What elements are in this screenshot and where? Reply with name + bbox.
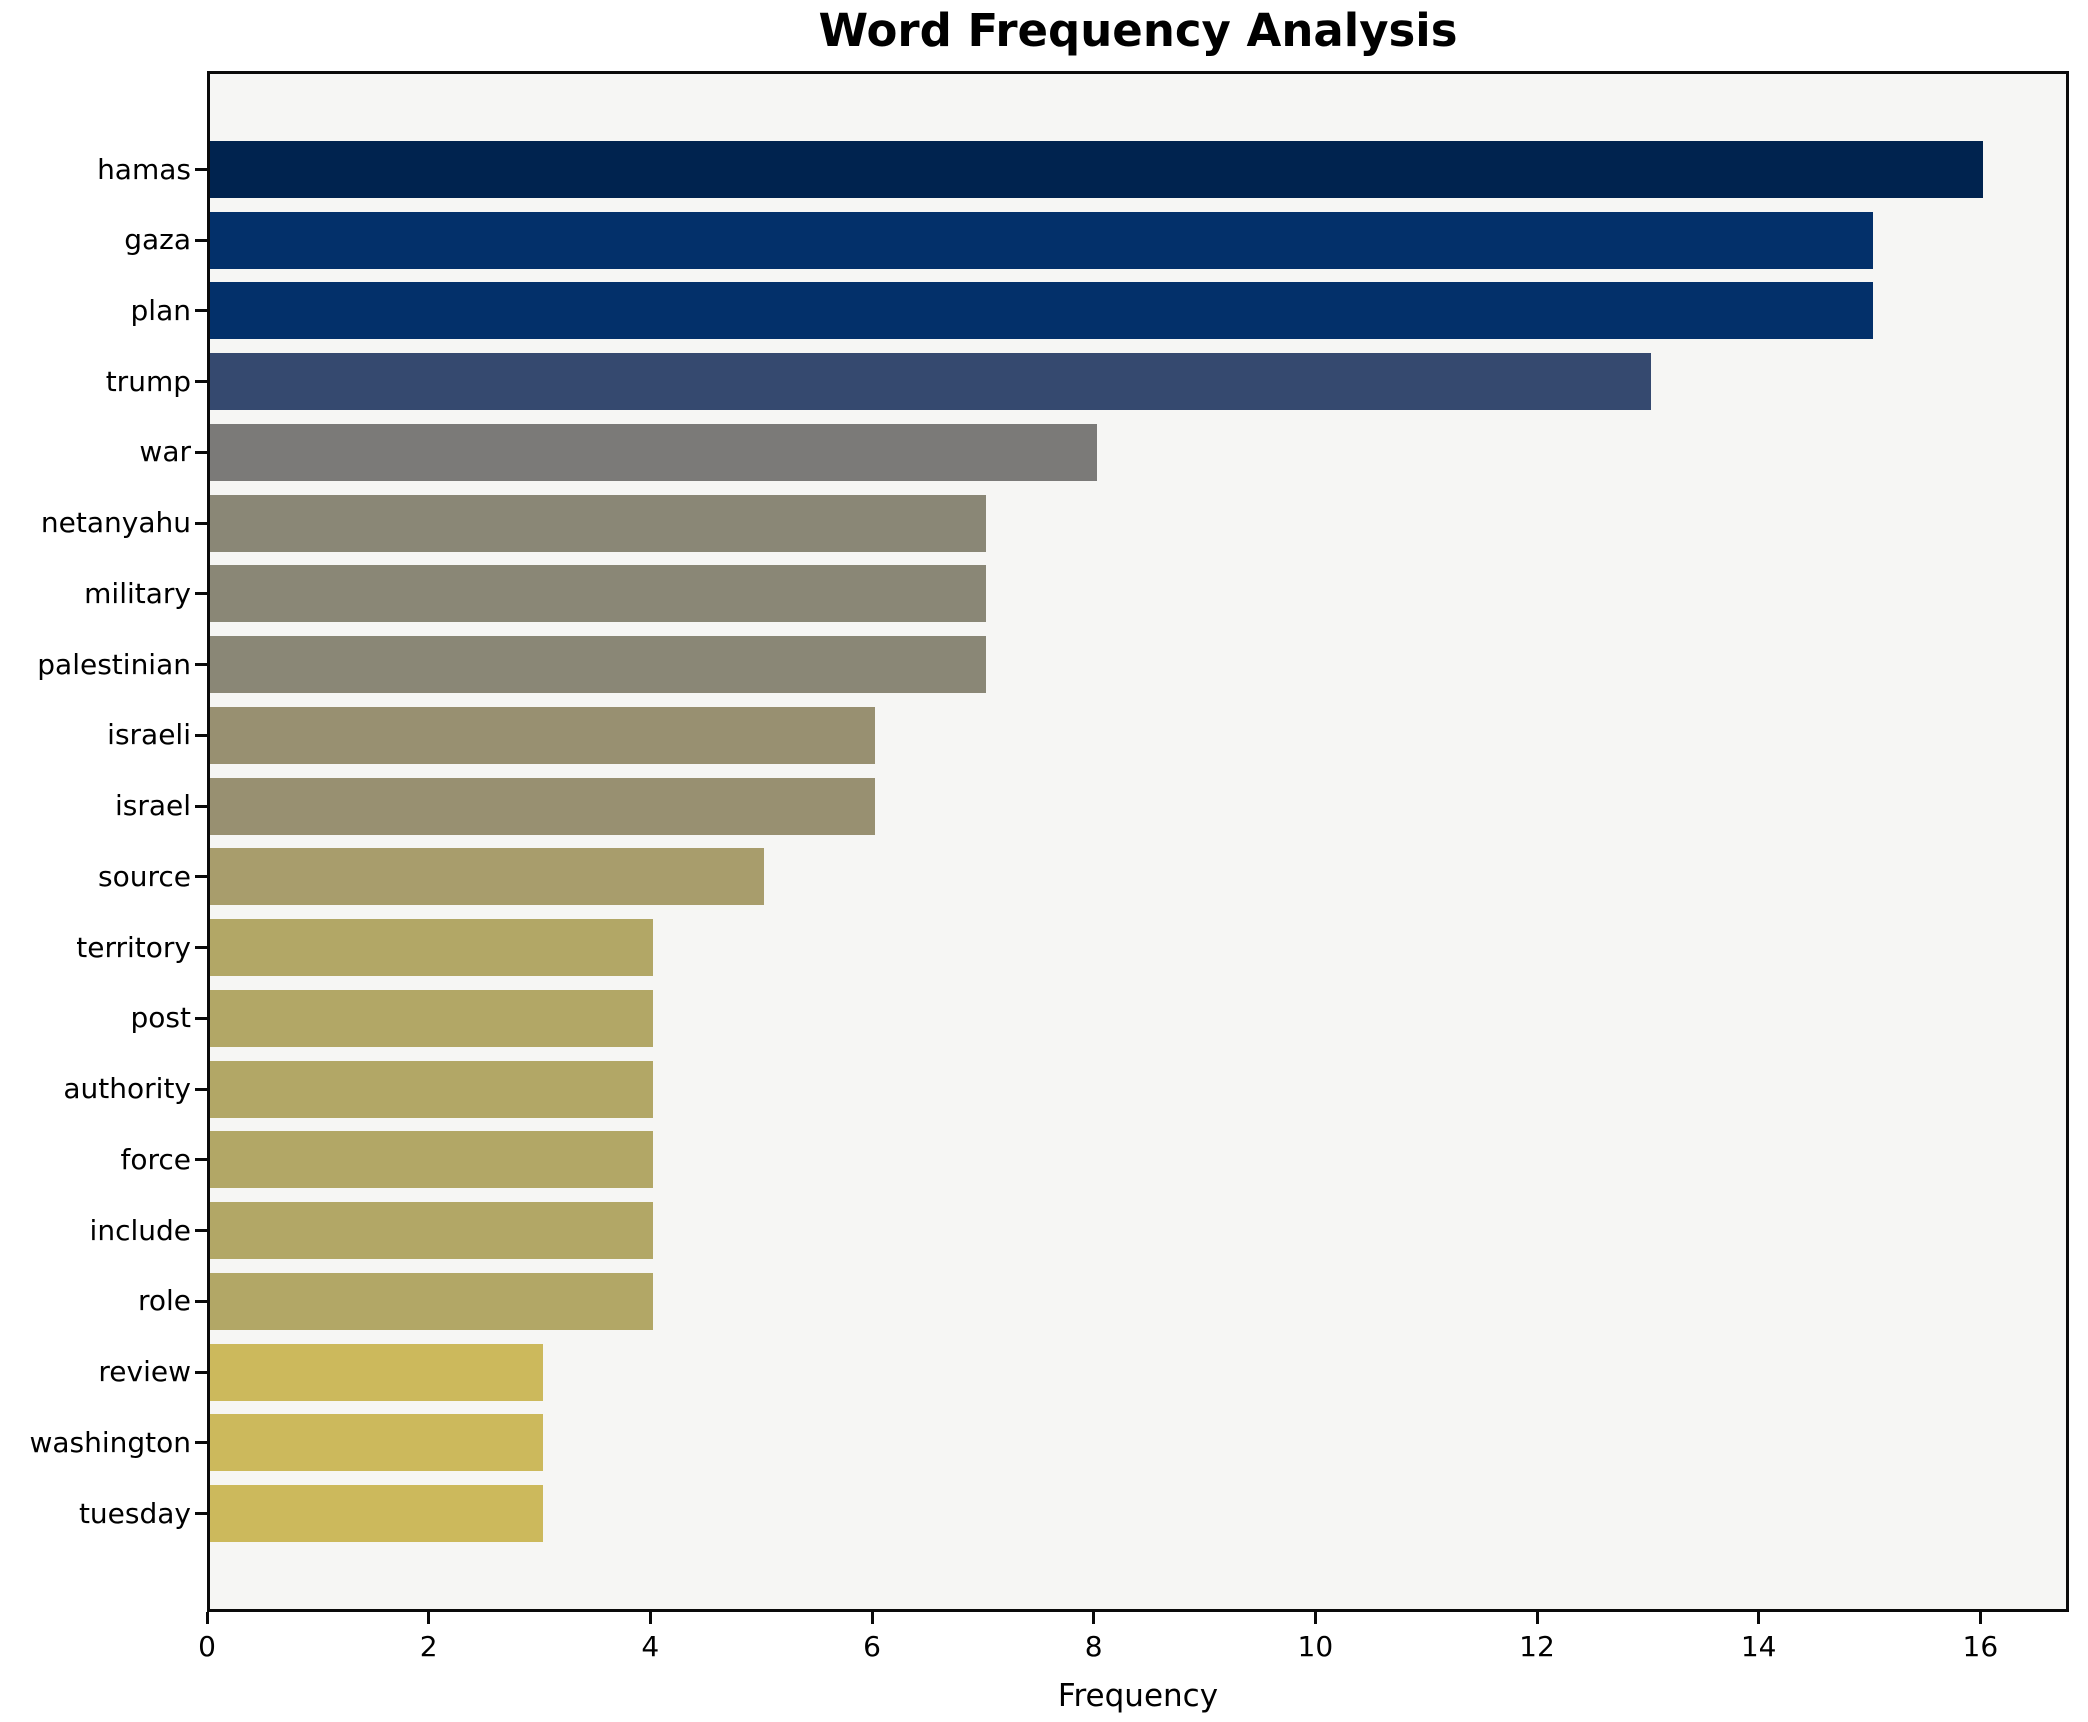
y-tick-label: palestinian	[37, 647, 191, 681]
bar-source	[210, 848, 765, 906]
y-tick-label: role	[137, 1284, 191, 1318]
x-tick-label: 8	[1084, 1630, 1103, 1663]
x-tick-label: 2	[419, 1630, 438, 1663]
y-tick-label: trump	[105, 364, 191, 398]
x-tick-label: 16	[1962, 1630, 1999, 1663]
bar-tuesday	[210, 1485, 543, 1542]
x-tick	[1978, 1612, 1982, 1624]
bar-palestinian	[210, 636, 986, 694]
y-tick-label: hamas	[97, 152, 191, 186]
y-tick	[195, 1087, 207, 1091]
chart-title: Word Frequency Analysis	[818, 4, 1458, 57]
bar-force	[210, 1131, 654, 1189]
bar-post	[210, 989, 654, 1047]
x-tick	[648, 1612, 652, 1624]
bar-israel	[210, 777, 875, 835]
y-tick-label: include	[89, 1213, 191, 1247]
y-tick	[195, 875, 207, 879]
y-tick-label: war	[139, 435, 191, 469]
x-tick	[427, 1612, 431, 1624]
bar-plan	[210, 282, 1873, 340]
y-tick	[195, 450, 207, 454]
y-tick	[195, 592, 207, 596]
y-tick	[195, 309, 207, 313]
bar-gaza	[210, 211, 1873, 269]
y-tick	[195, 521, 207, 525]
y-tick-label: authority	[63, 1072, 191, 1106]
y-tick	[195, 1229, 207, 1233]
bar-authority	[210, 1060, 654, 1118]
y-tick-label: tuesday	[78, 1496, 191, 1530]
y-tick	[195, 1512, 207, 1515]
bar-role	[210, 1272, 654, 1330]
y-tick-label: netanyahu	[40, 506, 191, 540]
x-tick-label: 0	[198, 1630, 216, 1663]
y-tick	[195, 1370, 207, 1374]
bar-include	[210, 1202, 654, 1260]
x-tick	[1757, 1612, 1761, 1624]
plot-area	[207, 71, 2069, 1612]
bar-israeli	[210, 706, 875, 764]
y-tick-label: post	[130, 1001, 191, 1035]
y-tick	[195, 733, 207, 737]
y-tick	[195, 1158, 207, 1162]
y-tick	[195, 380, 207, 384]
bar-hamas	[210, 141, 1984, 198]
y-tick	[195, 946, 207, 950]
y-tick-label: israeli	[107, 718, 191, 752]
bar-war	[210, 423, 1097, 481]
bar-netanyahu	[210, 494, 986, 552]
x-tick-label: 14	[1740, 1630, 1777, 1663]
x-tick	[870, 1612, 874, 1624]
x-tick	[1313, 1612, 1317, 1624]
y-tick	[195, 238, 207, 242]
y-tick-label: military	[84, 576, 191, 610]
bar-military	[210, 565, 986, 623]
y-tick-label: plan	[130, 293, 191, 327]
bar-trump	[210, 353, 1651, 411]
bar-review	[210, 1343, 543, 1401]
x-axis-title: Frequency	[1057, 1678, 1219, 1714]
y-tick	[195, 168, 207, 171]
x-tick	[1535, 1612, 1539, 1624]
x-tick-label: 4	[641, 1630, 660, 1663]
x-tick-label: 10	[1297, 1630, 1334, 1663]
y-tick-label: gaza	[124, 223, 191, 257]
y-tick	[195, 804, 207, 808]
bar-washington	[210, 1414, 543, 1472]
x-tick-label: 6	[863, 1630, 881, 1663]
bar-territory	[210, 919, 654, 977]
y-tick-label: source	[98, 859, 191, 893]
y-tick-label: review	[98, 1355, 191, 1389]
x-tick-label: 12	[1519, 1630, 1555, 1663]
y-tick-label: washington	[29, 1425, 191, 1459]
y-tick-label: israel	[114, 789, 191, 823]
y-tick	[195, 663, 207, 667]
y-tick-label: force	[120, 1142, 191, 1176]
y-tick	[195, 1441, 207, 1445]
y-tick	[195, 1299, 207, 1303]
x-tick	[205, 1612, 209, 1624]
x-tick	[1092, 1612, 1096, 1624]
y-tick-label: territory	[76, 930, 191, 964]
y-tick	[195, 1016, 207, 1020]
